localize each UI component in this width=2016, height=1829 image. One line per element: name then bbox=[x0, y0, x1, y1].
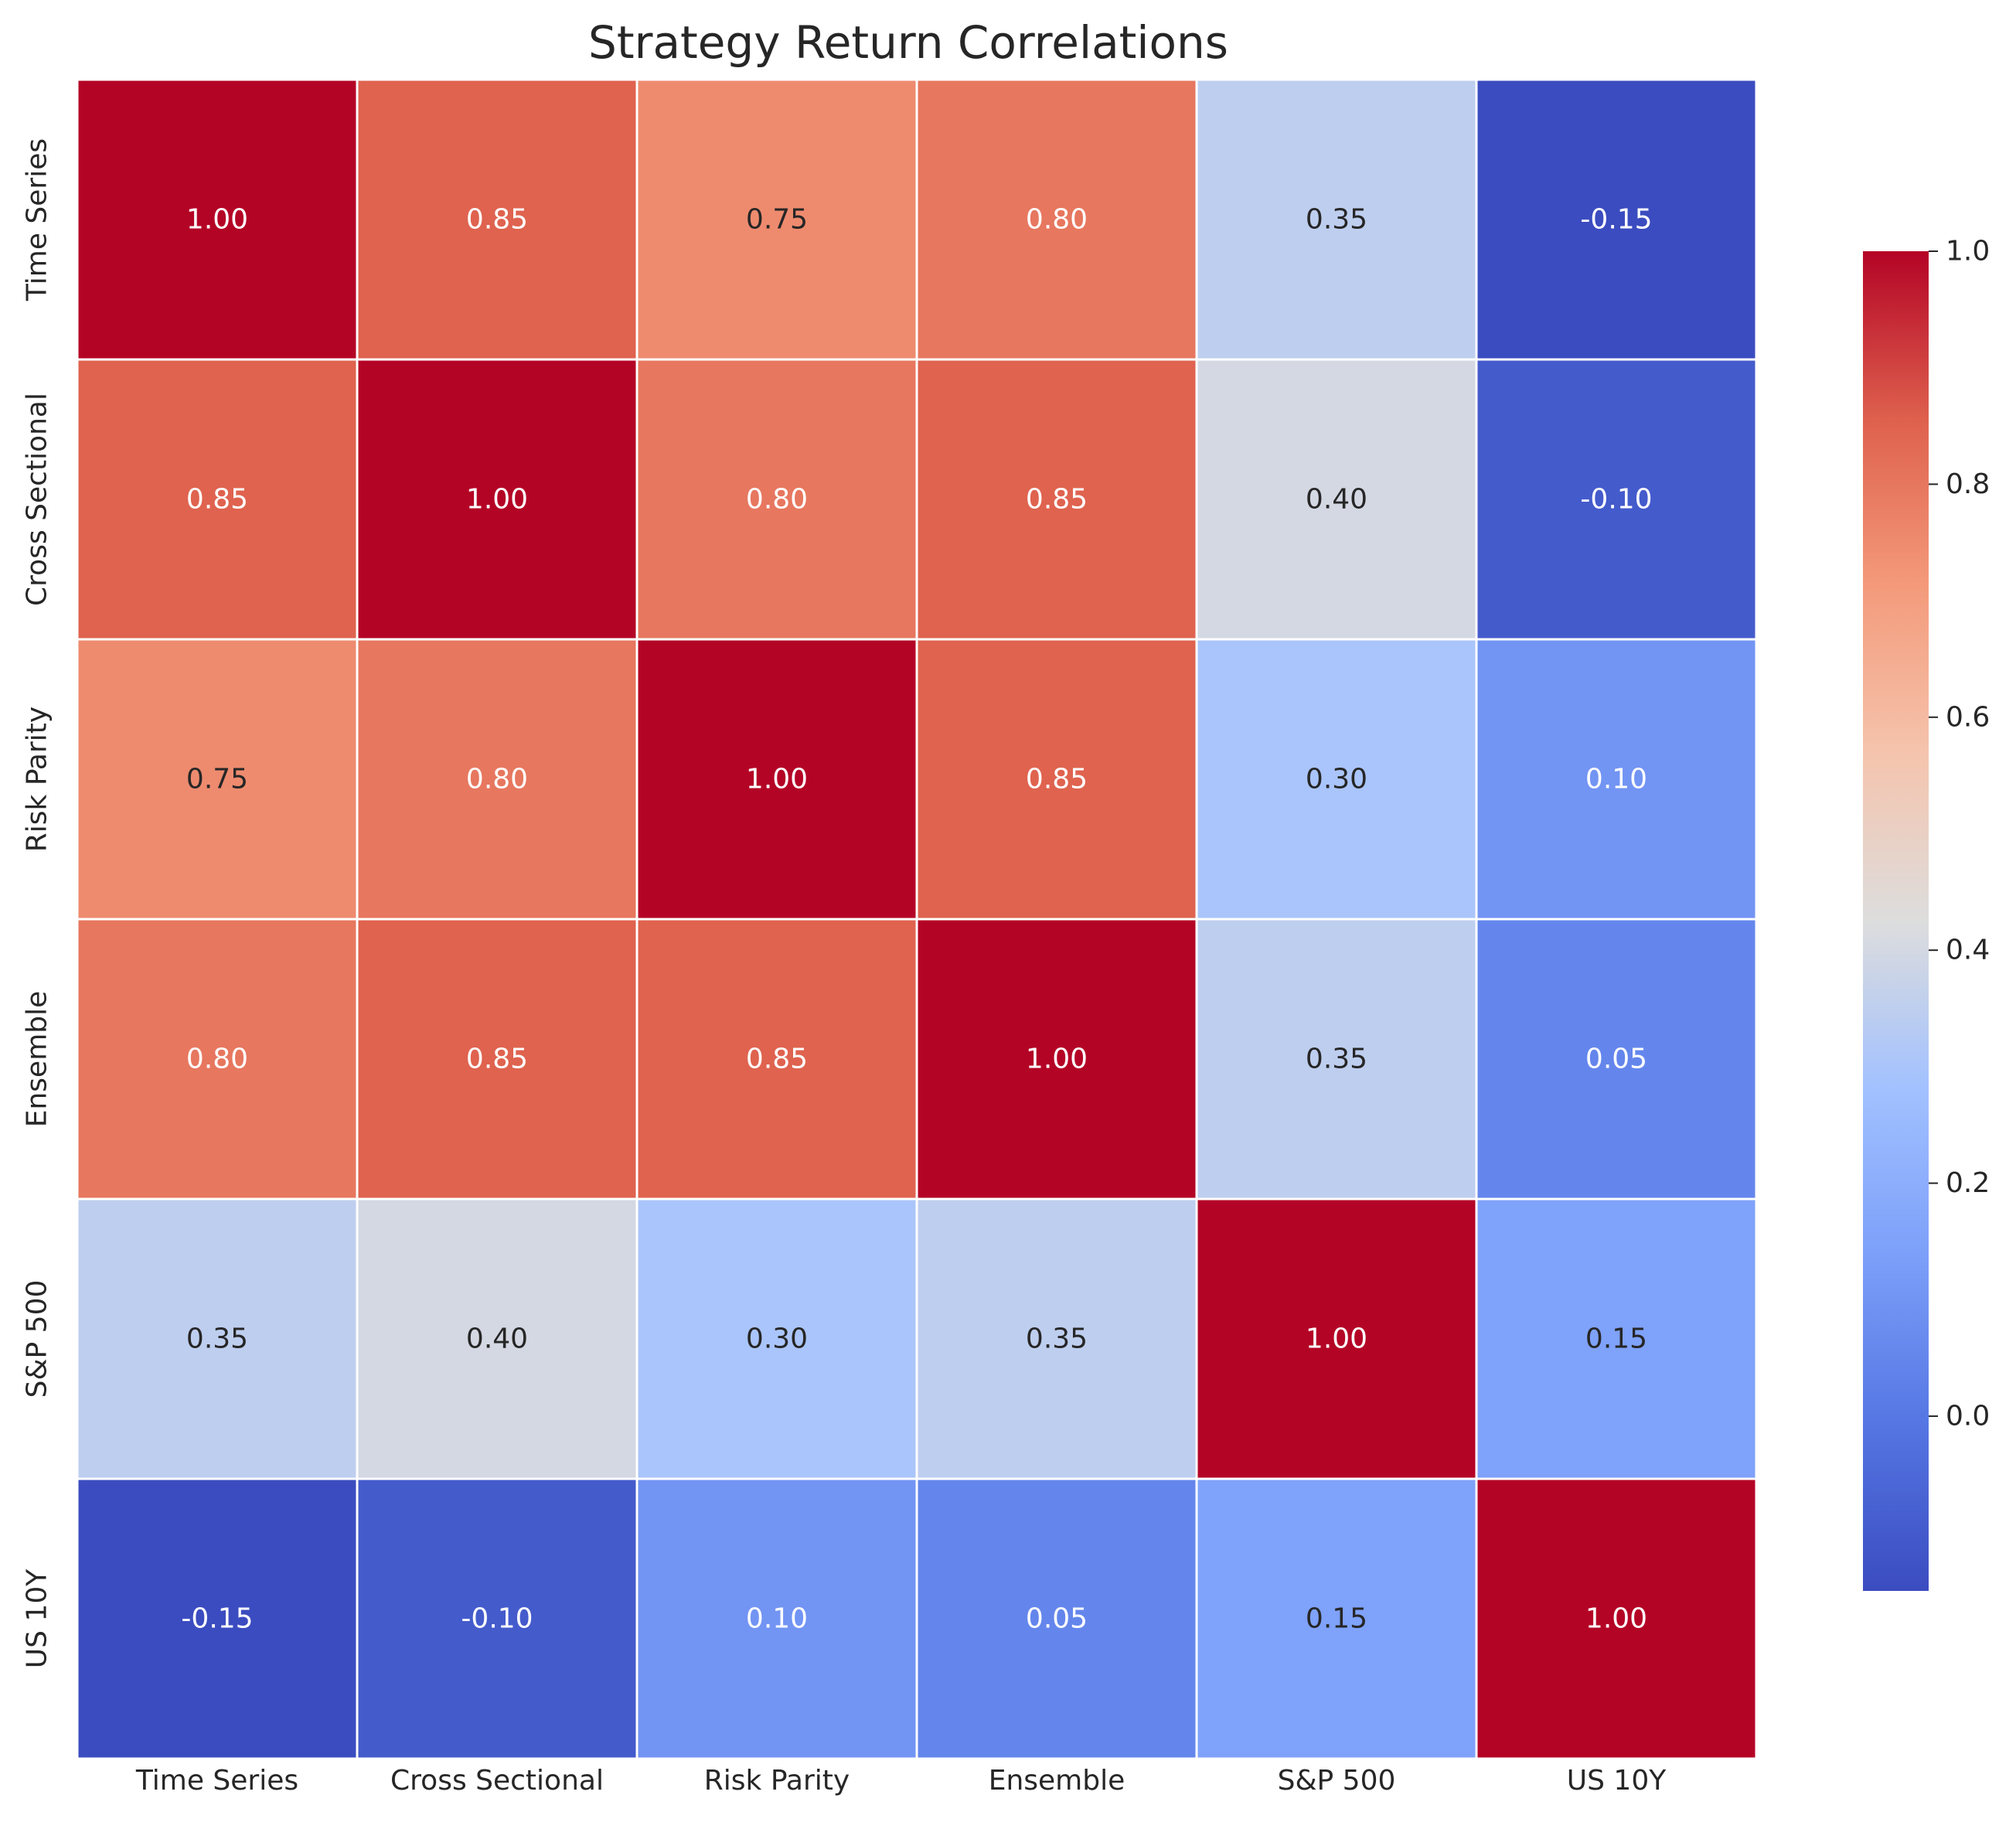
colorbar-tick-label: 0.8 bbox=[1946, 468, 1990, 500]
cell-value-label: -0.10 bbox=[461, 1603, 533, 1635]
cell-value-label: -0.15 bbox=[181, 1603, 253, 1635]
x-tick-label: Ensemble bbox=[989, 1765, 1125, 1797]
x-tick-label: Risk Parity bbox=[704, 1765, 850, 1797]
colorbar-tick-label: 1.0 bbox=[1946, 236, 1990, 267]
heatmap-cell-labels: 1.00 0.85 0.75 0.80 0.35 -0.15 0.85 1.00 0.80 0.8… bbox=[181, 204, 1652, 1635]
cell-value-label: 0.80 bbox=[746, 484, 808, 516]
cell-value-label: 0.80 bbox=[186, 1044, 248, 1075]
heatmap-cell bbox=[356, 638, 639, 921]
colorbar: 1.0 0.8 0.6 0.4 0.2 0.0 bbox=[1863, 236, 1990, 1591]
y-tick-label: US 10Y bbox=[22, 1568, 53, 1668]
heatmap-cell bbox=[1475, 78, 1758, 361]
cell-value-label: 0.80 bbox=[466, 764, 528, 795]
cell-value-label: 0.35 bbox=[1026, 1323, 1088, 1355]
heatmap-cell bbox=[76, 1477, 359, 1760]
heatmap-cell bbox=[1195, 1477, 1478, 1760]
x-tick-label: Time Series bbox=[135, 1765, 298, 1797]
y-tick-label: Time Series bbox=[22, 138, 53, 301]
colorbar-tick-label: 0.6 bbox=[1946, 701, 1990, 733]
heatmap-cell bbox=[1195, 638, 1478, 921]
cell-value-label: 0.10 bbox=[1585, 764, 1647, 795]
heatmap-cell bbox=[915, 1197, 1198, 1480]
colorbar-tick-label: 0.0 bbox=[1946, 1400, 1990, 1432]
cell-value-label: 0.05 bbox=[1026, 1603, 1088, 1635]
cell-value-label: 0.05 bbox=[1585, 1044, 1647, 1075]
cell-value-label: 0.85 bbox=[1026, 484, 1088, 516]
cell-value-label: 1.00 bbox=[1026, 1044, 1088, 1075]
heatmap-cell bbox=[1475, 638, 1758, 921]
y-tick-label: Risk Parity bbox=[22, 707, 53, 852]
colorbar-gradient bbox=[1863, 251, 1929, 1591]
cell-value-label: 0.85 bbox=[186, 484, 248, 516]
cell-value-label: 0.35 bbox=[1306, 204, 1367, 236]
cell-value-label: 0.40 bbox=[1306, 484, 1367, 516]
cell-value-label: 1.00 bbox=[466, 484, 528, 516]
heatmap-cell bbox=[915, 78, 1198, 361]
colorbar-tick-label: 0.4 bbox=[1946, 935, 1990, 966]
heatmap-cell bbox=[1195, 918, 1478, 1201]
chart-title: Strategy Return Correlations bbox=[588, 16, 1228, 69]
cell-value-label: 0.35 bbox=[1306, 1044, 1367, 1075]
heatmap-cell bbox=[76, 1197, 359, 1480]
heatmap-cell bbox=[356, 78, 639, 361]
cell-value-label: 0.15 bbox=[1585, 1323, 1647, 1355]
cell-value-label: 1.00 bbox=[1585, 1603, 1647, 1635]
cell-value-label: 0.40 bbox=[466, 1323, 528, 1355]
cell-value-label: -0.15 bbox=[1580, 204, 1652, 236]
cell-value-label: 0.85 bbox=[466, 204, 528, 236]
cell-value-label: 1.00 bbox=[746, 764, 808, 795]
heatmap-cell bbox=[1475, 918, 1758, 1201]
cell-value-label: 0.85 bbox=[466, 1044, 528, 1075]
cell-value-label: 0.85 bbox=[1026, 764, 1088, 795]
heatmap-cell bbox=[915, 918, 1198, 1201]
colorbar-tick-label: 0.2 bbox=[1946, 1167, 1990, 1199]
x-tick-label: S&P 500 bbox=[1278, 1765, 1396, 1797]
cell-value-label: 0.15 bbox=[1306, 1603, 1367, 1635]
cell-value-label: 0.75 bbox=[186, 764, 248, 795]
heatmap-cells bbox=[76, 78, 1758, 1760]
y-tick-label: Cross Sectional bbox=[22, 393, 53, 606]
heatmap-cell bbox=[635, 918, 918, 1201]
heatmap-cell bbox=[635, 78, 918, 361]
heatmap-cell bbox=[1475, 358, 1758, 641]
y-tick-label: Ensemble bbox=[22, 991, 53, 1128]
heatmap-cell bbox=[356, 918, 639, 1201]
cell-value-label: 0.75 bbox=[746, 204, 808, 236]
heatmap-cell bbox=[915, 638, 1198, 921]
heatmap-cell bbox=[1475, 1197, 1758, 1480]
cell-value-label: 0.30 bbox=[746, 1323, 808, 1355]
cell-value-label: 0.30 bbox=[1306, 764, 1367, 795]
heatmap-cell bbox=[1475, 1477, 1758, 1760]
cell-value-label: 0.85 bbox=[746, 1044, 808, 1075]
x-tick-label: US 10Y bbox=[1567, 1765, 1667, 1797]
x-tick-label: Cross Sectional bbox=[390, 1765, 604, 1797]
cell-value-label: 1.00 bbox=[1306, 1323, 1367, 1355]
cell-value-label: 0.10 bbox=[746, 1603, 808, 1635]
heatmap-cell bbox=[76, 638, 359, 921]
y-tick-label: S&P 500 bbox=[22, 1280, 53, 1398]
heatmap-cell bbox=[1195, 1197, 1478, 1480]
cell-value-label: 1.00 bbox=[186, 204, 248, 236]
cell-value-label: 0.35 bbox=[186, 1323, 248, 1355]
x-axis-ticks: Time Series Cross Sectional Risk Parity Ens… bbox=[135, 1765, 1667, 1797]
heatmap-cell bbox=[356, 358, 639, 641]
heatmap-cell bbox=[915, 358, 1198, 641]
heatmap-cell bbox=[635, 638, 918, 921]
heatmap-cell bbox=[635, 1197, 918, 1480]
cell-value-label: -0.10 bbox=[1580, 484, 1652, 516]
cell-value-label: 0.80 bbox=[1026, 204, 1088, 236]
heatmap-cell bbox=[76, 78, 359, 361]
heatmap-cell bbox=[76, 918, 359, 1201]
heatmap-cell bbox=[1195, 78, 1478, 361]
heatmap-cell bbox=[915, 1477, 1198, 1760]
y-axis-ticks: Time Series Cross Sectional Risk Parity Ens… bbox=[22, 138, 53, 1668]
